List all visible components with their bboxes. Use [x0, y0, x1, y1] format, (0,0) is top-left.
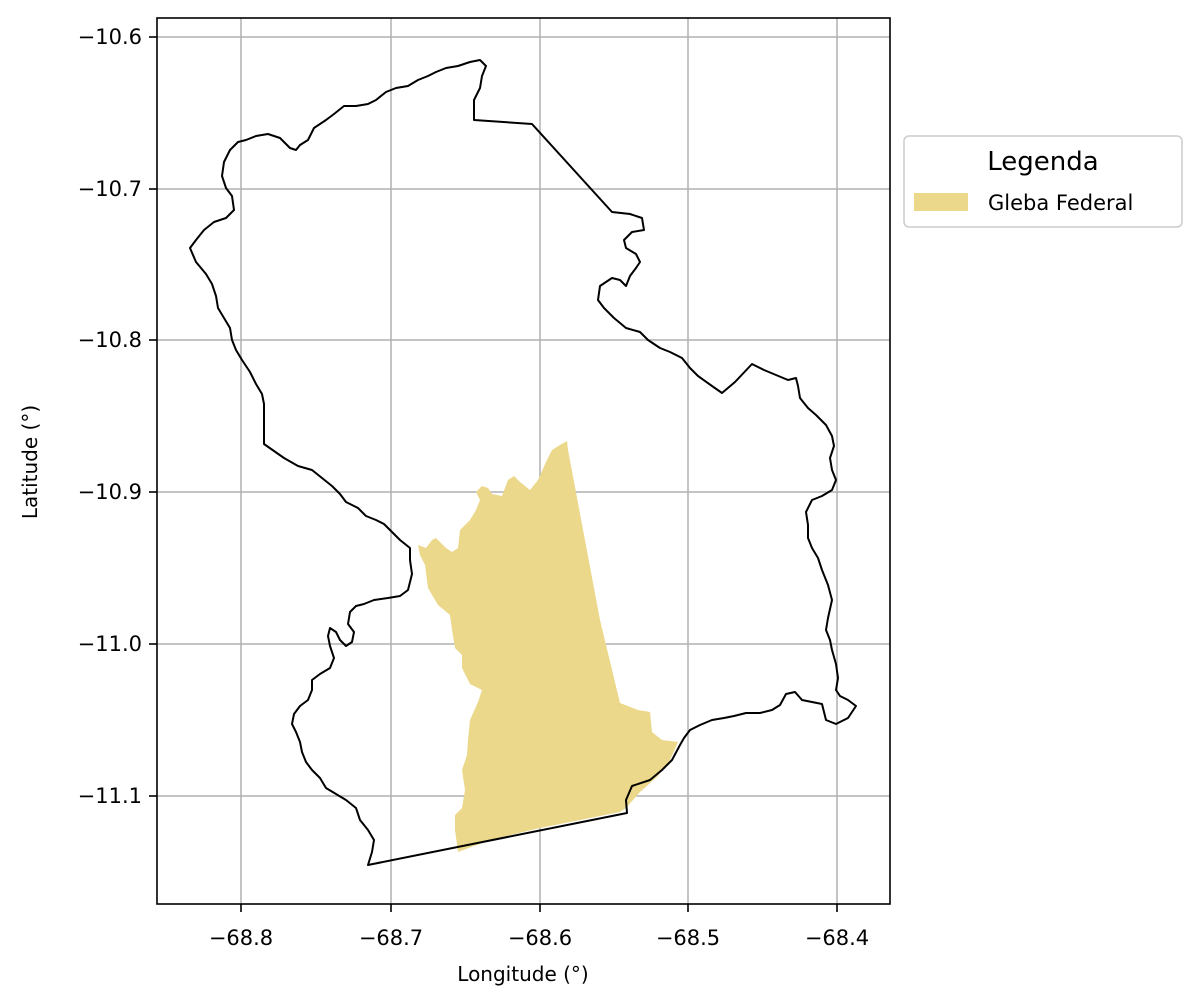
x-tick-label-3: −68.6	[508, 926, 572, 950]
y-tick-label-3: −10.8	[78, 328, 142, 352]
legend-label-gleba-federal: Gleba Federal	[988, 191, 1133, 215]
y-tick-label-2: −10.7	[78, 177, 142, 201]
legend-title: Legenda	[987, 147, 1098, 177]
gleba-federal-area	[418, 441, 678, 852]
y-axis-label: Latitude (°)	[18, 405, 42, 519]
legend-swatch-gleba-federal	[914, 193, 968, 211]
y-tick-marks	[149, 36, 157, 797]
x-tick-marks	[240, 904, 838, 912]
y-tick-label-1: −10.6	[78, 25, 142, 49]
y-tick-label-5: −11.0	[78, 632, 142, 656]
x-tick-label-5: −68.4	[805, 926, 869, 950]
legend: Legenda Gleba Federal	[903, 135, 1183, 228]
y-tick-label-4: −10.9	[78, 480, 142, 504]
axes-frame	[156, 17, 891, 905]
x-tick-label-2: −68.7	[359, 926, 423, 950]
x-tick-label-4: −68.5	[656, 926, 720, 950]
x-tick-label-1: −68.8	[209, 926, 273, 950]
legend-box	[903, 135, 1183, 228]
x-axis-label: Longitude (°)	[457, 962, 588, 986]
municipality-boundary	[189, 59, 857, 866]
y-tick-label-6: −11.1	[78, 784, 142, 808]
